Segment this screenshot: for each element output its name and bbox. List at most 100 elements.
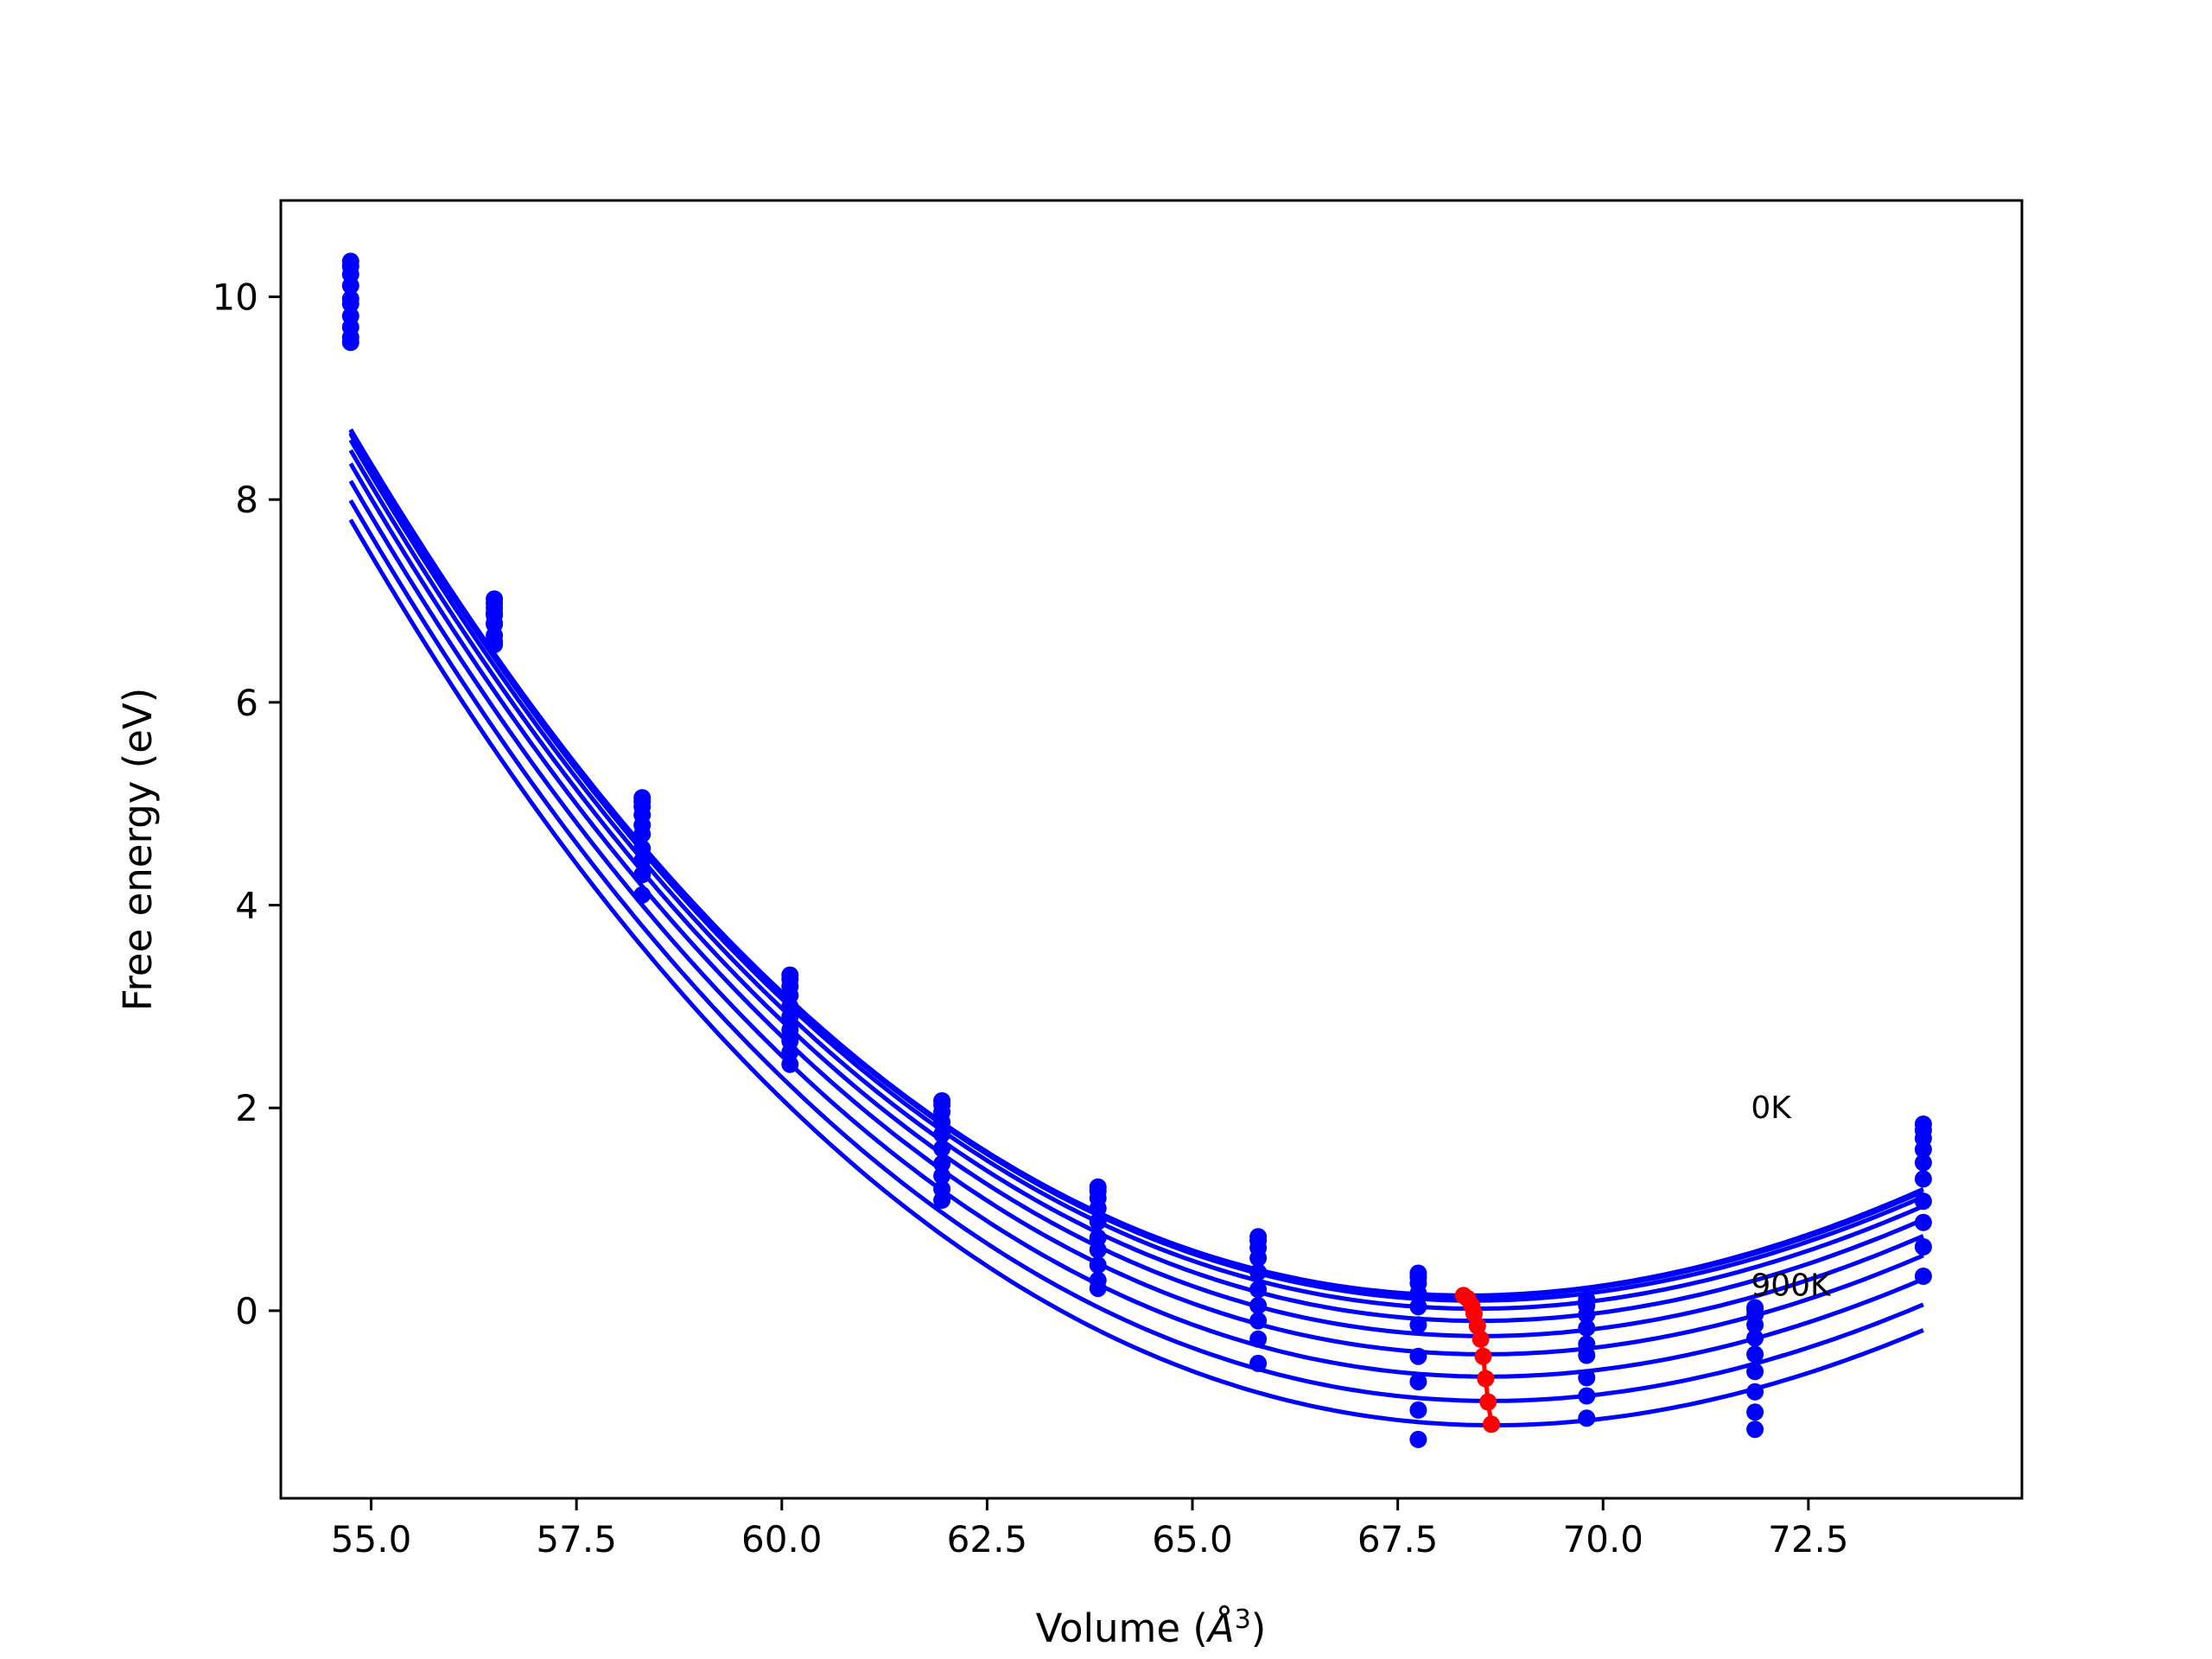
x-tick-label: 60.0 [741,1518,823,1560]
y-tick-label: 10 [213,276,258,318]
data-point [1746,1363,1764,1381]
data-point [1249,1263,1268,1281]
data-point [1914,1141,1932,1159]
data-point [1409,1285,1427,1302]
plot-frame [279,199,2024,1500]
data-point [781,1043,799,1061]
x-axis-label-exponent: 3 [1235,1605,1251,1635]
data-point [1914,1192,1932,1211]
data-point [1746,1421,1764,1439]
data-point [1089,1280,1107,1298]
data-point [1578,1319,1596,1337]
minima-points-layer [1454,1287,1500,1433]
x-axis-label-close: ) [1251,1605,1267,1651]
annotations-layer: 0K 900K [1751,1090,1832,1303]
data-point [1409,1316,1427,1334]
data-point [1914,1238,1932,1255]
data-point [933,1166,951,1185]
data-point [933,1125,951,1143]
data-point [1914,1213,1932,1231]
data-point [781,1055,799,1073]
data-point [1249,1312,1268,1330]
data-point [633,886,652,904]
data-point [633,851,652,869]
data-point [933,1140,951,1158]
y-tick-label: 6 [235,682,258,724]
data-point [1249,1249,1268,1267]
data-point [1089,1256,1107,1274]
y-axis-label: Free energy (eV) [115,688,161,1011]
data-point [1578,1387,1596,1405]
data-point [1249,1330,1268,1348]
data-point [1409,1298,1427,1316]
series-line [348,438,1924,1324]
curve-annotation: 0K [1751,1090,1792,1126]
x-axis-ticks: 55.0 57.5 60.0 62.5 65.0 67.5 70.0 72.5 [331,1498,1849,1560]
data-point [933,1154,951,1173]
x-tick-label: 67.5 [1357,1518,1439,1560]
data-point [341,295,359,313]
x-tick-label: 70.0 [1563,1518,1644,1560]
series-line [348,499,1924,1403]
x-tick-label: 55.0 [331,1518,412,1560]
x-tick-label: 57.5 [536,1518,617,1560]
data-point [1409,1373,1427,1391]
y-tick-label: 4 [235,885,258,927]
data-point [633,839,652,857]
data-point [933,1192,951,1209]
x-axis-label-symbol: Å [1205,1605,1235,1651]
data-point [1578,1346,1596,1364]
data-point [341,276,359,295]
minimum-point [1471,1330,1490,1348]
minimum-point [1479,1393,1497,1411]
minimum-point [1474,1347,1492,1365]
y-tick-label: 0 [235,1290,258,1332]
series-layer [348,428,1924,1427]
data-point [1746,1316,1764,1334]
data-point [1746,1345,1764,1363]
series-line [348,448,1924,1338]
series-line [348,428,1924,1303]
y-tick-label: 2 [235,1087,258,1129]
minimum-point [1468,1317,1486,1335]
data-point [341,334,359,352]
x-tick-label: 62.5 [947,1518,1028,1560]
data-point [1914,1170,1932,1188]
data-point [1089,1199,1107,1217]
series-line [348,431,1924,1312]
y-axis-ticks: 0 2 4 6 8 10 [213,276,281,1332]
data-point [781,1007,799,1026]
data-point [1089,1241,1107,1259]
series-line [348,518,1924,1427]
data-point [1409,1430,1427,1448]
curve-annotation: 900K [1751,1268,1832,1303]
data-point [486,636,504,653]
data-point [1746,1403,1764,1421]
data-point [933,1113,951,1131]
series-line [348,480,1924,1379]
data-point [1089,1212,1107,1230]
data-point [633,825,652,843]
data-point [1249,1297,1268,1314]
x-tick-label: 65.0 [1152,1518,1233,1560]
data-point [1089,1229,1107,1247]
data-point [1578,1369,1596,1387]
minimum-point [1483,1415,1500,1433]
data-points-layer [341,252,1932,1448]
data-point [1914,1268,1932,1285]
data-point [1409,1401,1427,1419]
y-tick-label: 8 [235,479,258,521]
data-point [1409,1347,1427,1365]
data-point [1746,1382,1764,1401]
x-axis-label-text: Volume ( [1036,1605,1208,1651]
x-tick-label: 72.5 [1768,1518,1849,1560]
series-line [348,462,1924,1357]
data-point [1578,1306,1596,1324]
minimum-point [1477,1370,1495,1388]
data-point [1578,1409,1596,1427]
data-point [1249,1281,1268,1299]
x-axis-label: Volume (Å3) [1036,1605,1267,1651]
data-point [633,866,652,884]
